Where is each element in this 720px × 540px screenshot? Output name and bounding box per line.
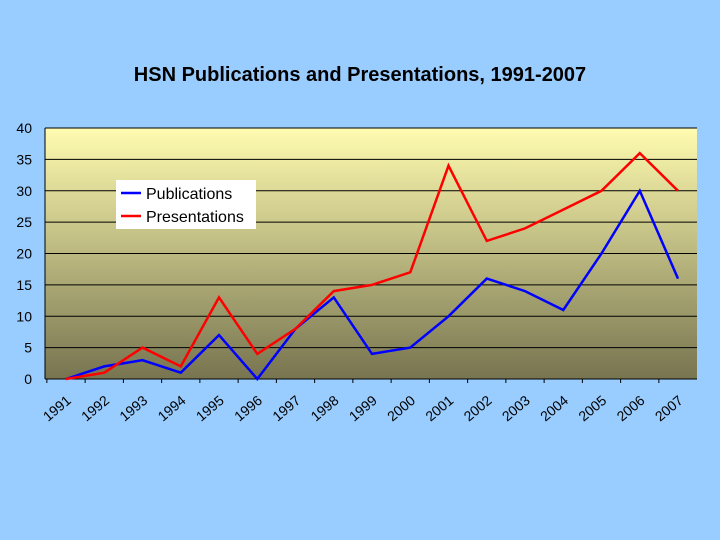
x-tick-label: 1993: [116, 392, 150, 424]
legend-label: Publications: [146, 186, 232, 203]
x-tick-label: 2003: [499, 392, 533, 424]
chart-title: HSN Publications and Presentations, 1991…: [133, 64, 587, 86]
legend: Publications Presentations: [116, 180, 256, 229]
y-tick-label: 25: [16, 214, 32, 230]
y-tick-label: 0: [24, 371, 32, 387]
x-tick-label: 2000: [384, 392, 418, 424]
x-tick-label: 2002: [460, 392, 494, 424]
x-tick-label: 1998: [307, 392, 341, 424]
x-tick-label: 1994: [154, 392, 188, 424]
y-tick-label: 15: [16, 277, 32, 293]
x-tick-label: 1997: [269, 392, 303, 424]
x-tick-label: 2001: [422, 392, 456, 424]
x-tick-label: 2007: [652, 392, 686, 424]
y-tick-label: 20: [16, 246, 32, 262]
y-tick-label: 30: [16, 183, 32, 199]
y-tick-label: 5: [24, 340, 32, 356]
x-tick-label: 1999: [346, 392, 380, 424]
legend-box: [116, 180, 256, 229]
x-tick-label: 1996: [231, 392, 265, 424]
y-tick-label: 35: [16, 151, 32, 167]
y-tick-label: 40: [16, 120, 32, 136]
y-tick-label: 10: [16, 308, 32, 324]
x-tick-label: 2004: [537, 392, 571, 424]
series: [65, 151, 680, 381]
x-tick-label: 1995: [193, 392, 227, 424]
x-tick-label: 1991: [40, 392, 74, 424]
x-tick-label: 1992: [78, 392, 112, 424]
legend-label: Presentations: [146, 209, 244, 226]
x-tick-label: 2006: [613, 392, 647, 424]
x-tick-label: 2005: [575, 392, 609, 424]
